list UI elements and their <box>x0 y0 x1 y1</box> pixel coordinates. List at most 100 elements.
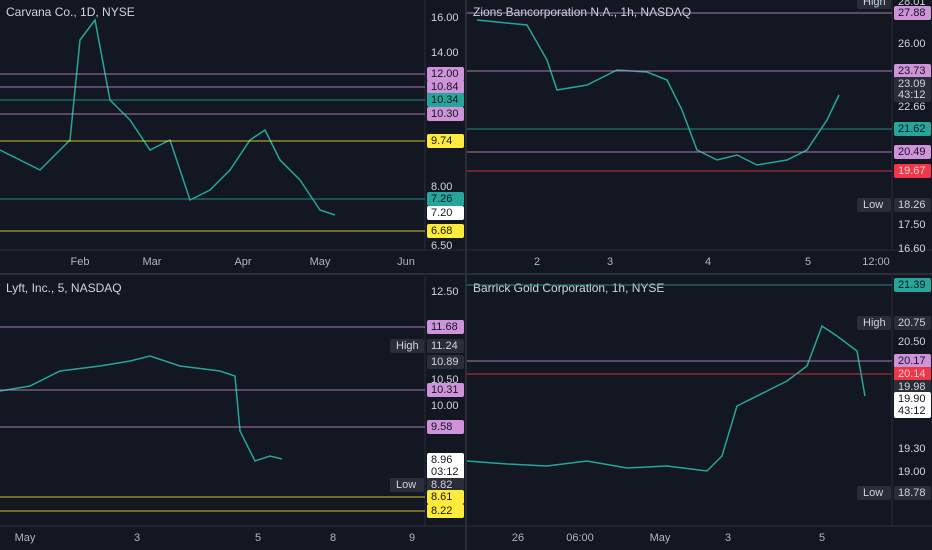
price-label: 9.58 <box>431 421 452 433</box>
time-label: Jun <box>397 256 415 268</box>
price-tag <box>427 504 464 518</box>
price-label: 16.60 <box>898 243 926 255</box>
price-label: 23.09 <box>898 78 926 90</box>
time-label: Apr <box>234 256 251 268</box>
price-label: 10.31 <box>431 384 459 396</box>
price-tag <box>894 88 931 102</box>
price-label: 43:12 <box>898 405 926 417</box>
price-tag <box>427 383 464 397</box>
price-label: 10.30 <box>431 108 459 120</box>
price-label: 21.39 <box>898 279 926 291</box>
price-label: 8.82 <box>431 479 452 491</box>
price-label: 6.68 <box>431 225 452 237</box>
price-label: 22.66 <box>898 101 926 113</box>
low-badge-text: Low <box>396 479 416 491</box>
price-tag <box>427 67 464 81</box>
price-label: 19.67 <box>898 165 926 177</box>
time-label: 5 <box>819 532 825 544</box>
price-line <box>0 18 336 216</box>
price-tag <box>427 478 464 492</box>
price-label: 03:12 <box>431 466 459 478</box>
price-tag <box>427 192 464 206</box>
price-label: 23.73 <box>898 65 926 77</box>
low-badge-text: Low <box>863 199 883 211</box>
chart-title: Barrick Gold Corporation, 1h, NYSE <box>473 281 664 295</box>
price-tag <box>894 404 931 418</box>
high-badge-text: High <box>396 340 419 352</box>
price-tag <box>427 453 464 467</box>
price-tag <box>894 145 931 159</box>
price-tag <box>894 354 931 368</box>
time-label: 5 <box>805 256 811 268</box>
time-label: 26 <box>512 532 524 544</box>
price-label: 19.90 <box>898 393 926 405</box>
price-tag <box>427 339 464 353</box>
price-label: 14.00 <box>431 47 459 59</box>
price-label: 10.50 <box>431 374 459 386</box>
price-tag <box>894 392 931 406</box>
low-badge <box>390 478 424 492</box>
price-label: 19.98 <box>898 381 926 393</box>
price-label: 7.26 <box>431 193 452 205</box>
price-label: 8.61 <box>431 491 452 503</box>
price-label: 18.26 <box>898 199 926 211</box>
time-label: 5 <box>255 532 261 544</box>
high-badge-text: High <box>863 317 886 329</box>
price-label: 28.01 <box>898 0 926 8</box>
price-tag <box>894 278 931 292</box>
price-label: 19.00 <box>898 466 926 478</box>
price-tag <box>427 93 464 107</box>
high-badge <box>857 316 891 330</box>
chart-pane: Carvana Co., 1D, NYSE 16.00 14.00 12.0010.8… <box>0 0 465 268</box>
chart-title: Lyft, Inc., 5, NASDAQ <box>6 281 122 295</box>
price-tag <box>894 122 931 136</box>
price-label: 20.17 <box>898 355 926 367</box>
price-tag <box>427 206 464 220</box>
time-label: May <box>15 532 36 544</box>
price-label: 12.00 <box>431 68 459 80</box>
price-tag <box>894 77 931 91</box>
price-label: 10.00 <box>431 400 459 412</box>
time-label: May <box>650 532 671 544</box>
price-tag <box>894 6 931 20</box>
price-label: 21.62 <box>898 123 926 135</box>
price-label: 12.50 <box>431 286 459 298</box>
price-label: 7.20 <box>431 207 452 219</box>
high-badge-text: High <box>863 0 886 8</box>
price-label: 8.96 <box>431 454 452 466</box>
price-label: 11.68 <box>431 321 458 333</box>
chart-pane: Barrick Gold Corporation, 1h, NYSE 21.39 2… <box>466 276 932 544</box>
price-label: 26.00 <box>898 38 926 50</box>
price-line <box>466 324 866 472</box>
price-tag <box>894 486 931 500</box>
price-line <box>476 19 840 166</box>
time-label: 2 <box>534 256 540 268</box>
time-label: 8 <box>330 532 336 544</box>
price-tag <box>427 420 464 434</box>
price-label: 19.30 <box>898 443 926 455</box>
chart-title: Zions Bancorporation N.A., 1h, NASDAQ <box>473 5 691 19</box>
time-label: May <box>310 256 331 268</box>
price-tag <box>894 64 931 78</box>
high-badge <box>857 0 891 9</box>
chart-title: Carvana Co., 1D, NYSE <box>6 5 135 19</box>
price-tag <box>427 465 464 479</box>
price-tag <box>427 107 464 121</box>
time-label: Mar <box>143 256 162 268</box>
price-label: 43:12 <box>898 89 926 101</box>
price-label: 8.22 <box>431 505 452 517</box>
price-label: 9.74 <box>431 135 452 147</box>
high-badge <box>390 339 424 353</box>
price-label: 20.49 <box>898 146 926 158</box>
chart-pane: Zions Bancorporation N.A., 1h, NASDAQ 28.… <box>467 0 932 268</box>
price-tag <box>427 224 464 238</box>
price-tag <box>427 355 464 369</box>
low-badge <box>857 486 891 500</box>
price-tag <box>894 316 931 330</box>
low-badge <box>857 198 891 212</box>
chart-area <box>467 276 892 526</box>
price-label: 11.24 <box>431 340 458 352</box>
price-tag <box>894 367 931 381</box>
price-tag <box>894 380 931 394</box>
